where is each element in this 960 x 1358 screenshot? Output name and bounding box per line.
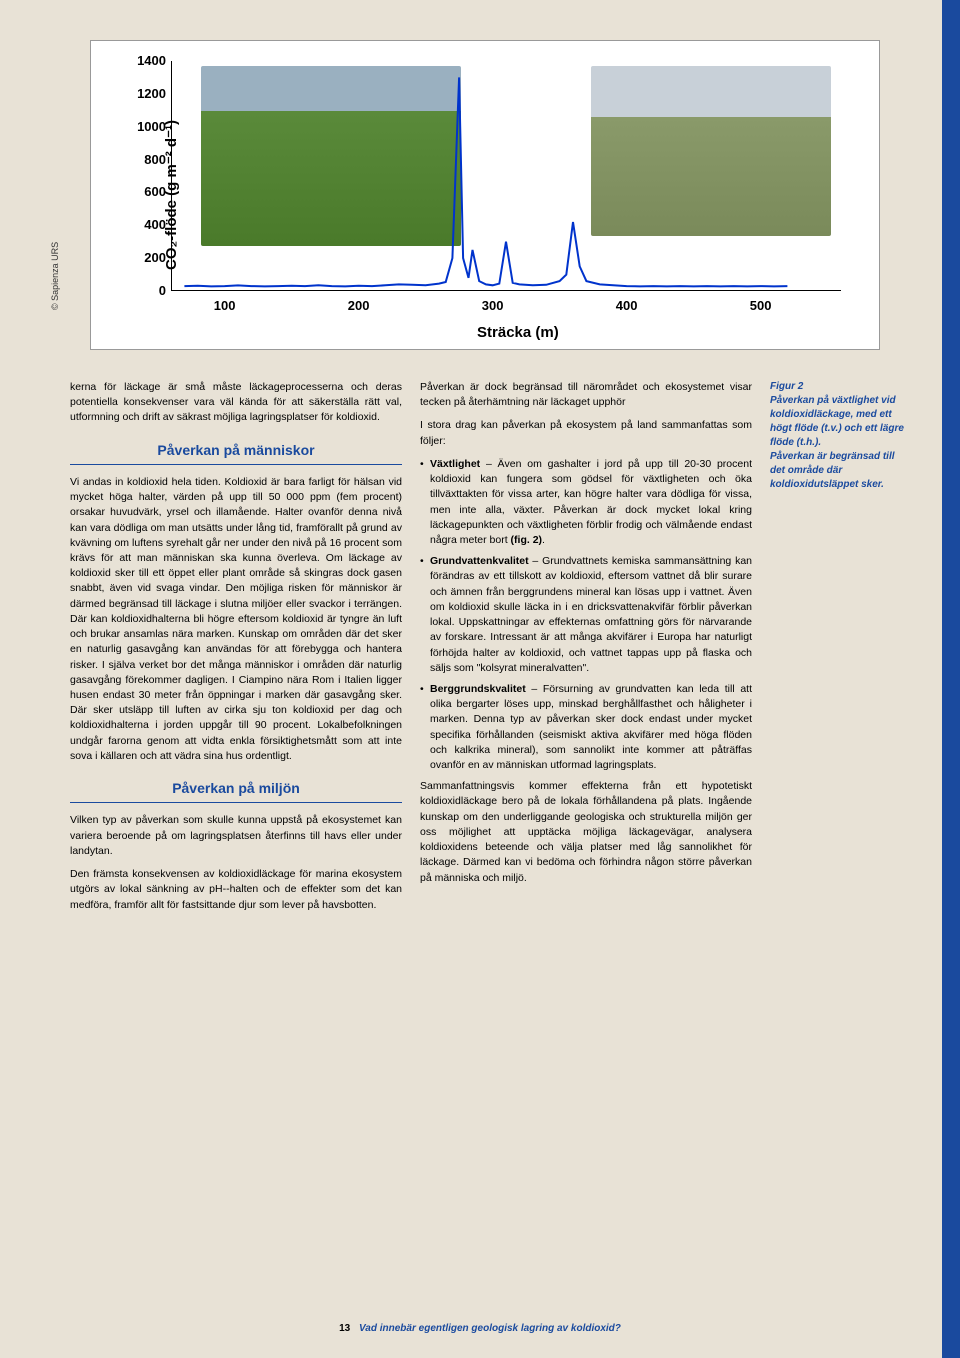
intro-paragraph: kerna för läckage är små måste läckagepr… bbox=[70, 380, 402, 426]
text-columns: kerna för läckage är små måste läckagepr… bbox=[70, 380, 910, 921]
bullet-list: Växtlighet – Även om gashalter i jord på… bbox=[420, 457, 752, 773]
column-3-caption: Figur 2 Påverkan på växtlighet vid koldi… bbox=[770, 380, 910, 921]
figure-caption: Figur 2 Påverkan på växtlighet vid koldi… bbox=[770, 380, 910, 492]
caption-text: Påverkan på växtlighet vid koldioxidläck… bbox=[770, 394, 910, 492]
bullet-groundwater: Grundvattenkvalitet – Grundvattnets kemi… bbox=[420, 554, 752, 676]
page-content: © Sapienza URS CO₂-flöde (g m⁻² d⁻¹) Str… bbox=[0, 0, 960, 951]
col2-p1: Påverkan är dock begränsad till närområd… bbox=[420, 380, 752, 410]
b2-text: – Grundvattnets kemiska sammansättning k… bbox=[430, 555, 752, 674]
env-paragraph-2: Den främsta konsekvensen av koldioxidläc… bbox=[70, 867, 402, 913]
image-credit: © Sapienza URS bbox=[50, 242, 60, 310]
chart-line-path bbox=[184, 77, 787, 286]
column-2: Påverkan är dock begränsad till närområd… bbox=[420, 380, 752, 921]
rule-1 bbox=[70, 464, 402, 465]
bullet-vegetation: Växtlighet – Även om gashalter i jord på… bbox=[420, 457, 752, 548]
page-number: 13 bbox=[339, 1323, 350, 1334]
chart-container: CO₂-flöde (g m⁻² d⁻¹) Sträcka (m) 020040… bbox=[90, 40, 880, 350]
env-paragraph-1: Vilken typ av påverkan som skulle kunna … bbox=[70, 813, 402, 859]
caption-title: Figur 2 bbox=[770, 380, 910, 394]
col2-p2: I stora drag kan påverkan på ekosystem p… bbox=[420, 418, 752, 448]
b1-text: – Även om gashalter i jord på upp till 2… bbox=[430, 458, 752, 546]
heading-environment: Påverkan på miljön bbox=[70, 778, 402, 798]
column-1: kerna för läckage är små måste läckagepr… bbox=[70, 380, 402, 921]
col2-summary: Sammanfattningsvis kommer effekterna frå… bbox=[420, 779, 752, 886]
b2-title: Grundvattenkvalitet bbox=[430, 555, 529, 567]
chart-line-svg bbox=[171, 61, 841, 291]
heading-humans: Påverkan på människor bbox=[70, 440, 402, 460]
humans-paragraph: Vi andas in koldioxid hela tiden. Koldio… bbox=[70, 475, 402, 764]
footer-title: Vad innebär egentligen geologisk lagring… bbox=[359, 1323, 621, 1334]
b1-figref: (fig. 2) bbox=[511, 534, 543, 546]
b1-title: Växtlighet bbox=[430, 458, 480, 470]
chart-plot: 0200400600800100012001400 10020030040050… bbox=[171, 61, 841, 291]
blue-side-stripe bbox=[942, 0, 960, 1358]
rule-2 bbox=[70, 802, 402, 803]
b3-text: – Försurning av grundvatten kan leda til… bbox=[430, 683, 752, 771]
b3-title: Berggrundskvalitet bbox=[430, 683, 526, 695]
chart-area: CO₂-flöde (g m⁻² d⁻¹) Sträcka (m) 020040… bbox=[101, 51, 859, 339]
page-footer: 13 Vad innebär egentligen geologisk lagr… bbox=[0, 1323, 960, 1334]
chart-x-axis-label: Sträcka (m) bbox=[477, 324, 559, 341]
bullet-bedrock: Berggrundskvalitet – Försurning av grund… bbox=[420, 682, 752, 773]
